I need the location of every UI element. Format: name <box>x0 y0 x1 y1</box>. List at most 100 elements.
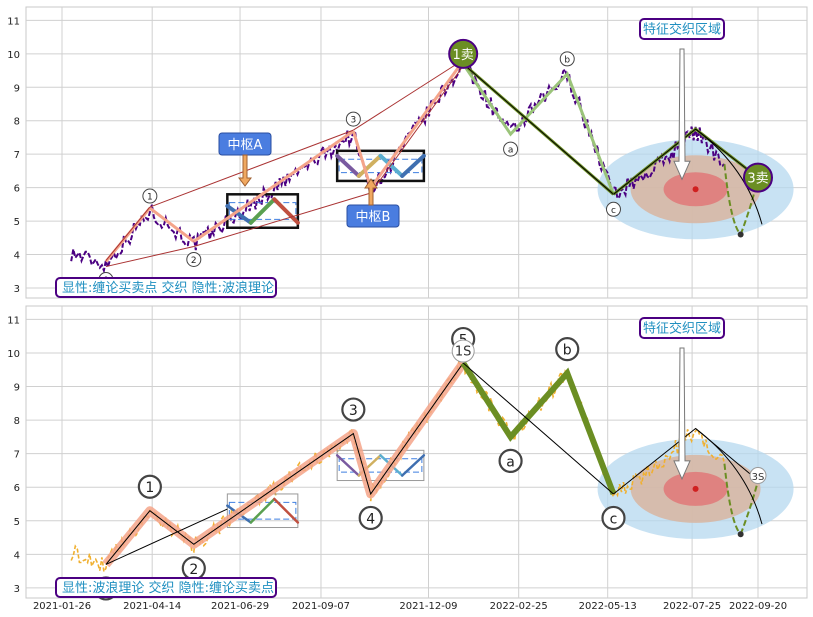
pivot-label-arrow <box>364 178 378 206</box>
upper-channel-line <box>105 206 151 261</box>
wave-label-c: c <box>605 201 621 217</box>
hidden-buy-line <box>105 508 228 565</box>
x-tick-label: 2022-07-25 <box>663 601 721 612</box>
wave-label-circle <box>503 141 519 157</box>
pivot-segment <box>378 153 405 178</box>
wave-label-circle <box>498 448 523 473</box>
y-tick-label: 9 <box>14 83 20 94</box>
wave-label-text: 2 <box>191 256 197 266</box>
wave-label-text: b <box>563 343 572 359</box>
wave-label-3: 3 <box>345 111 361 127</box>
zone-label: 特征交织区域 <box>639 317 725 481</box>
wave-label-2: 2 <box>181 556 206 581</box>
x-tick-label: 2022-02-25 <box>490 601 548 612</box>
wave-label-text: 4 <box>366 511 375 527</box>
pivot-label-B: 中枢B <box>346 178 400 228</box>
wave-5-c-thin <box>462 63 614 195</box>
pivot-inner-box <box>228 501 297 520</box>
pivot-segment <box>273 497 300 524</box>
wave-label-text: 3 <box>349 403 358 419</box>
panel-legend: 显性:波浪理论 交织 隐性:缠论买卖点 <box>55 577 277 598</box>
signal-circle <box>448 38 479 69</box>
signal-circle <box>749 467 767 485</box>
y-tick-label: 5 <box>14 517 20 528</box>
wave-label-text: c <box>611 206 616 216</box>
y-tick-label: 6 <box>14 184 20 195</box>
signal-text: 1卖 <box>453 48 474 63</box>
y-tick-label: 9 <box>14 383 20 394</box>
lower-channel-line <box>105 245 194 268</box>
pivot-label-text: 中枢B <box>356 210 391 225</box>
signal-1卖: 1卖 <box>448 38 479 69</box>
projection-curve <box>695 128 763 225</box>
wave-5-c-thin <box>462 362 614 495</box>
wave-label-text: 1 <box>145 480 154 496</box>
wave-label-circle <box>137 474 162 499</box>
legend-text: 显性:缠论买卖点 交织 隐性:波浪理论 <box>62 280 274 296</box>
pivot-segment <box>272 197 300 225</box>
wave-label-3: 3 <box>341 397 366 422</box>
pivot-segment <box>248 197 277 225</box>
corrective-wave <box>460 361 617 496</box>
zone-label-box <box>639 18 725 40</box>
lower-channel-line <box>193 192 371 247</box>
zone-label-text: 特征交织区域 <box>643 22 721 38</box>
impulse-channel <box>369 59 465 189</box>
pivot-segment <box>335 153 361 178</box>
pivot-segment <box>400 454 426 477</box>
pivot-box <box>335 149 426 183</box>
projection-up <box>739 480 759 535</box>
panel-top: 34567891011012345abc1卖3卖特征交织区域中枢A中枢B显性:缠… <box>7 6 808 299</box>
signal-1S: 1S <box>451 339 475 363</box>
wave-label-1: 1 <box>142 188 158 204</box>
pivot-segment <box>335 454 361 477</box>
zone-label-text: 特征交织区域 <box>643 321 721 337</box>
y-tick-label: 3 <box>14 584 20 595</box>
x-tick-label: 2021-01-26 <box>33 601 91 612</box>
impulse-channel <box>192 129 355 243</box>
y-tick-label: 4 <box>14 550 20 561</box>
y-tick-label: 3 <box>14 284 20 295</box>
wave-label-circle <box>358 505 383 531</box>
x-tick-label: 2022-09-20 <box>729 601 787 612</box>
y-tick-label: 5 <box>14 217 20 228</box>
pivot-label-arrow <box>238 154 252 187</box>
projection-low-point <box>737 231 744 238</box>
pivot-segment <box>400 153 426 178</box>
y-tick-label: 4 <box>14 251 20 262</box>
zone-arrow <box>673 347 691 481</box>
wave-label-circle <box>345 111 361 127</box>
impulse-channel <box>351 130 373 189</box>
signal-text: 1S <box>455 345 472 360</box>
y-tick-label: 11 <box>7 16 20 27</box>
x-tick-label: 2021-06-29 <box>211 601 269 612</box>
wave-label-circle <box>605 201 621 217</box>
upper-channel-line <box>149 129 354 208</box>
x-tick-label: 2021-04-14 <box>123 601 181 612</box>
legend-box <box>55 277 277 298</box>
pivot-segment <box>356 153 383 178</box>
projection-curve <box>695 428 763 525</box>
wave-label-text: 1 <box>147 193 153 203</box>
pivot-label-text: 中枢A <box>228 138 263 153</box>
x-tick-label: 2021-09-07 <box>292 601 350 612</box>
legend-text: 显性:波浪理论 交织 隐性:缠论买卖点 <box>62 580 274 596</box>
wave-label-a: a <box>503 141 519 157</box>
y-tick-label: 11 <box>7 315 20 326</box>
y-tick-label: 8 <box>14 416 20 427</box>
legend-box <box>55 577 277 598</box>
pivot-inner-box <box>338 458 423 473</box>
wave-label-text: 3 <box>350 116 356 126</box>
zone-label-box <box>639 317 725 339</box>
wave-label-b: b <box>555 337 580 362</box>
wave-label-1: 1 <box>137 474 162 499</box>
wave-label-text: b <box>564 55 570 65</box>
impulse-channel <box>148 206 195 243</box>
projection-low-point <box>737 531 744 538</box>
pivot-segment <box>225 204 253 225</box>
wave-label-text: c <box>610 511 618 527</box>
y-tick-label: 10 <box>7 349 20 360</box>
zone-label: 特征交织区域 <box>639 18 725 181</box>
y-tick-label: 7 <box>14 450 20 461</box>
